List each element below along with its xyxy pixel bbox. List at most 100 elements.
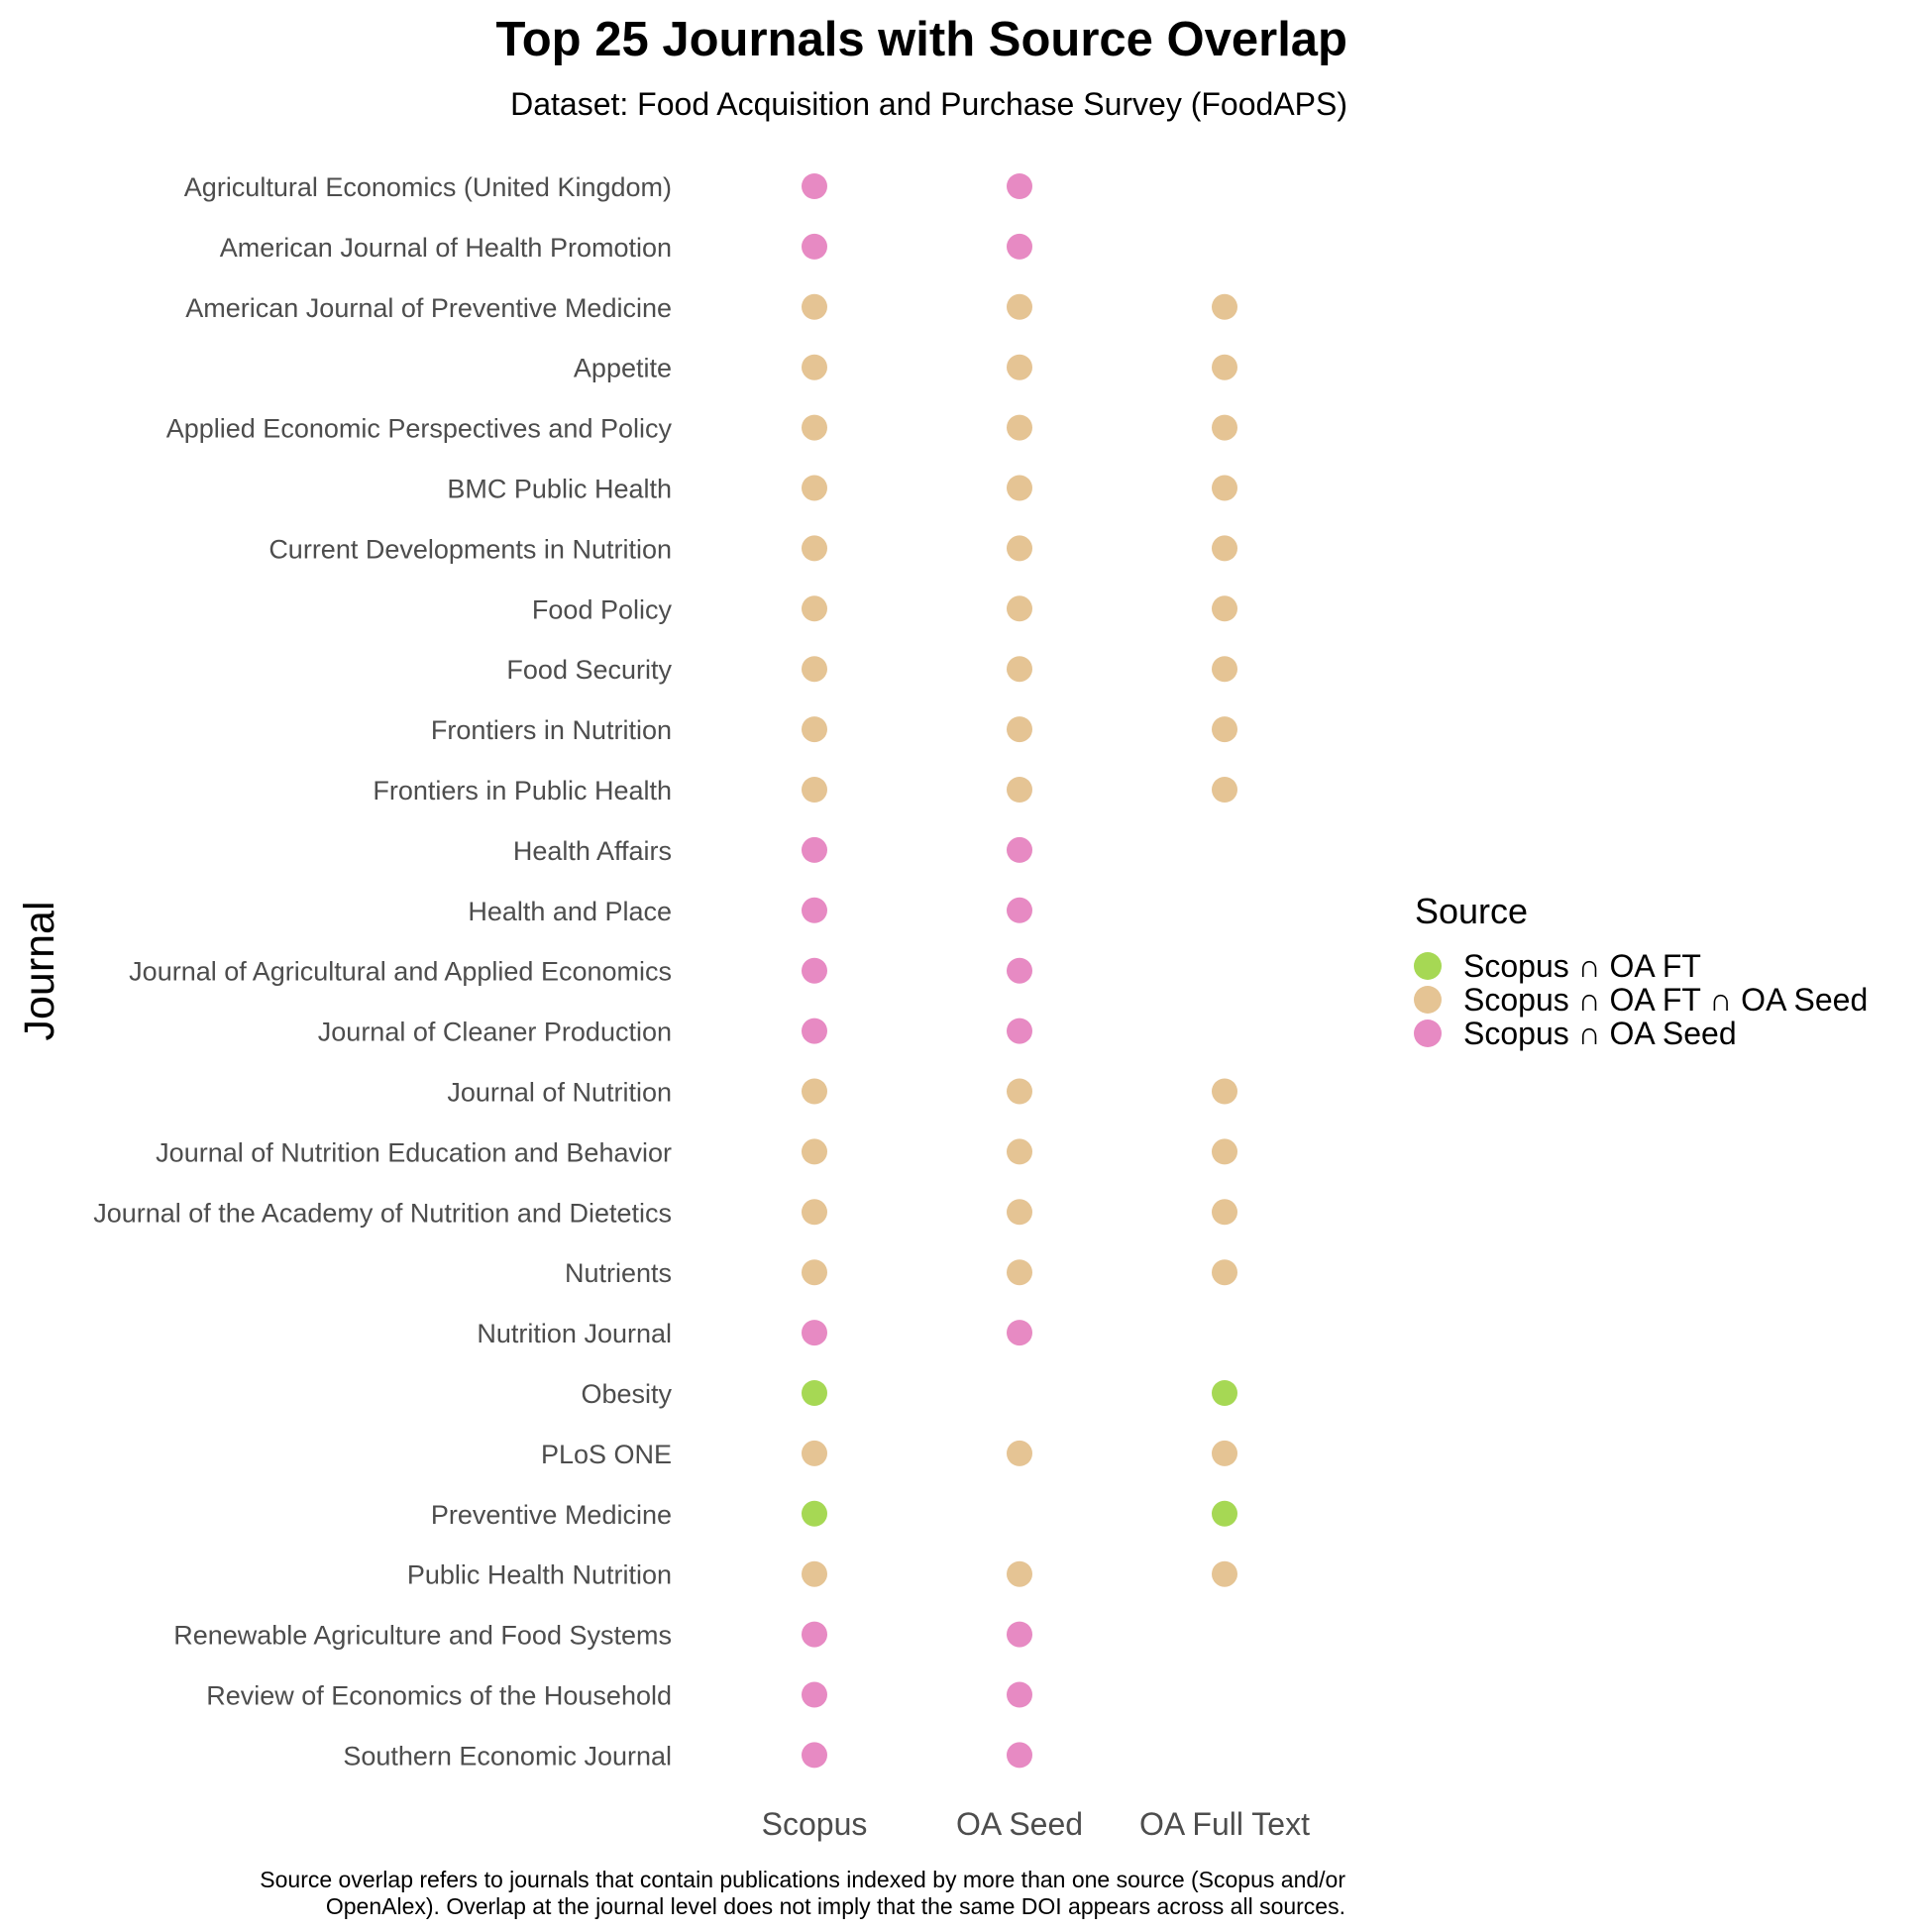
point <box>1007 173 1032 199</box>
x-axis-tick-labels: Scopus OA Seed OA Full Text <box>762 1806 1310 1842</box>
point <box>802 1018 827 1044</box>
point <box>1212 1199 1237 1226</box>
y-tick-label: Nutrients <box>565 1258 672 1288</box>
point <box>802 595 827 622</box>
point <box>802 1440 827 1466</box>
legend-label: Scopus ∩ OA FT <box>1463 948 1701 984</box>
point <box>1007 836 1032 863</box>
y-axis-title: Journal <box>16 901 63 1040</box>
point <box>802 1560 827 1587</box>
point <box>802 475 827 501</box>
point <box>1007 595 1032 622</box>
point <box>1007 1320 1032 1346</box>
point <box>1007 354 1032 380</box>
y-tick-label: Renewable Agriculture and Food Systems <box>173 1621 672 1651</box>
x-tick-label: OA Full Text <box>1139 1806 1310 1842</box>
x-tick-label: OA Seed <box>956 1806 1083 1842</box>
point <box>1212 1380 1237 1406</box>
point <box>1212 535 1237 562</box>
point <box>802 656 827 683</box>
point <box>1212 293 1237 320</box>
y-tick-label: Frontiers in Public Health <box>373 776 672 805</box>
point <box>1007 1199 1032 1226</box>
point <box>1007 233 1032 260</box>
point <box>1212 595 1237 622</box>
point <box>802 836 827 863</box>
point <box>1007 1018 1032 1044</box>
point <box>1007 1259 1032 1286</box>
point <box>1212 354 1237 380</box>
point <box>1212 1440 1237 1466</box>
point <box>802 535 827 562</box>
y-tick-label: Journal of Agricultural and Applied Econ… <box>129 957 672 987</box>
point <box>1007 1621 1032 1648</box>
y-tick-label: Current Developments in Nutrition <box>268 534 672 564</box>
point <box>1212 475 1237 501</box>
y-tick-label: Journal of Nutrition Education and Behav… <box>156 1137 672 1167</box>
y-tick-label: Food Policy <box>532 594 673 624</box>
point <box>802 777 827 803</box>
chart-title: Top 25 Journals with Source Overlap <box>495 13 1347 66</box>
point <box>802 233 827 260</box>
caption-line: OpenAlex). Overlap at the journal level … <box>326 1893 1345 1919</box>
legend-label: Scopus ∩ OA Seed <box>1463 1016 1737 1051</box>
y-tick-label: American Journal of Health Promotion <box>220 233 672 263</box>
legend-label: Scopus ∩ OA FT ∩ OA Seed <box>1463 982 1868 1018</box>
point <box>1007 414 1032 441</box>
point <box>1007 656 1032 683</box>
y-tick-label: Preventive Medicine <box>431 1500 672 1530</box>
y-tick-label: Agricultural Economics (United Kingdom) <box>184 172 672 202</box>
y-tick-label: Frontiers in Nutrition <box>431 715 672 745</box>
point <box>802 1681 827 1708</box>
point <box>802 1380 827 1406</box>
point <box>1007 957 1032 984</box>
point <box>1007 475 1032 501</box>
point <box>1212 1078 1237 1105</box>
legend-title: Source <box>1415 891 1528 931</box>
point <box>802 957 827 984</box>
legend-key <box>1414 986 1442 1014</box>
plot-points <box>802 173 1237 1769</box>
y-tick-label: Applied Economic Perspectives and Policy <box>166 414 673 444</box>
legend-key <box>1414 952 1442 980</box>
point <box>1212 656 1237 683</box>
point <box>802 1259 827 1286</box>
y-tick-label: Obesity <box>581 1379 672 1409</box>
point <box>1007 1681 1032 1708</box>
y-tick-label: Food Security <box>506 655 672 685</box>
y-tick-label: Southern Economic Journal <box>343 1741 672 1771</box>
point <box>802 1500 827 1527</box>
point <box>802 1078 827 1105</box>
point <box>1212 1500 1237 1527</box>
caption-line: Source overlap refers to journals that c… <box>260 1867 1345 1892</box>
point <box>1212 777 1237 803</box>
point <box>1007 1078 1032 1105</box>
point <box>1212 1259 1237 1286</box>
point <box>802 716 827 743</box>
y-tick-label: Public Health Nutrition <box>407 1560 672 1590</box>
y-tick-label: Review of Economics of the Household <box>206 1681 672 1711</box>
point <box>1007 1138 1032 1165</box>
point <box>802 897 827 923</box>
point <box>1007 1560 1032 1587</box>
y-tick-label: Journal of the Academy of Nutrition and … <box>93 1198 672 1228</box>
point <box>1212 414 1237 441</box>
caption: Source overlap refers to journals that c… <box>260 1867 1345 1919</box>
point <box>802 1742 827 1769</box>
point <box>802 1621 827 1648</box>
point <box>1007 293 1032 320</box>
point <box>802 1138 827 1165</box>
point <box>1007 1742 1032 1769</box>
y-axis-tick-labels: Agricultural Economics (United Kingdom) A… <box>93 172 672 1771</box>
point <box>802 1320 827 1346</box>
point <box>1007 716 1032 743</box>
y-tick-label: Nutrition Journal <box>477 1319 672 1348</box>
y-tick-label: Health and Place <box>468 897 672 926</box>
point <box>1007 897 1032 923</box>
y-tick-label: BMC Public Health <box>447 475 672 504</box>
legend-key <box>1414 1020 1442 1047</box>
point <box>1212 1138 1237 1165</box>
point <box>802 293 827 320</box>
